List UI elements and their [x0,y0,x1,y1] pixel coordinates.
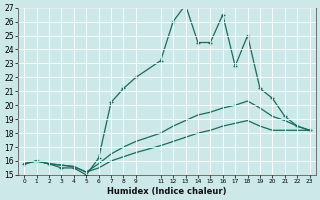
X-axis label: Humidex (Indice chaleur): Humidex (Indice chaleur) [107,187,227,196]
